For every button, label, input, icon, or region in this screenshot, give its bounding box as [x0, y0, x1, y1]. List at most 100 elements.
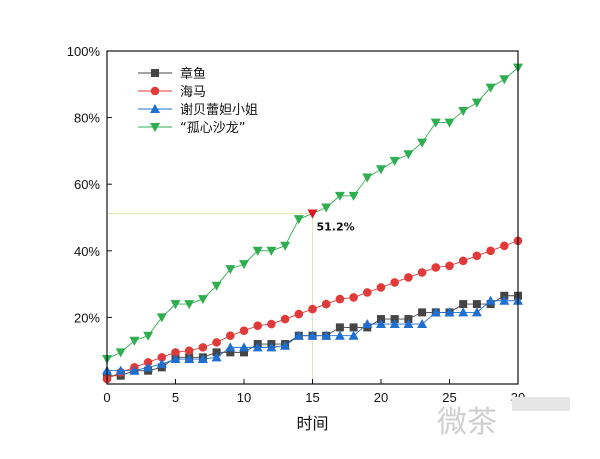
annotation-marker — [307, 209, 318, 219]
y-tick-label: 80% — [74, 111, 100, 126]
series-3-point — [252, 246, 263, 256]
series-3-point — [143, 331, 154, 341]
series-0-point — [335, 323, 344, 332]
series-3-point — [321, 203, 332, 213]
series-2-point — [376, 319, 386, 329]
series-2-point — [362, 319, 373, 329]
series-3-point — [389, 156, 400, 166]
watermark: 微茶 — [437, 397, 570, 440]
series-1-point — [486, 246, 495, 256]
series-1-point — [321, 299, 331, 309]
x-tick-label: 20 — [374, 390, 388, 405]
series-2-point — [197, 354, 208, 364]
annotation-layer: 51.2% — [307, 209, 355, 234]
series-3-point — [348, 191, 359, 201]
y-tick-label: 20% — [74, 310, 100, 325]
annotation-guides — [107, 213, 313, 384]
series-1-point — [212, 338, 221, 347]
series-1-point — [335, 294, 345, 304]
series-1-point — [171, 348, 180, 357]
series-3-point — [376, 165, 386, 175]
legend-marker — [150, 86, 160, 96]
ticks: 05101520253020%40%60%80%100% — [67, 44, 525, 405]
series-0-point — [418, 308, 427, 317]
series-2-point — [307, 330, 318, 340]
series-3-point — [225, 265, 236, 275]
series-3-point — [430, 118, 441, 128]
series-3-point — [417, 138, 428, 148]
series-1-point — [349, 293, 358, 302]
series-0-point — [349, 323, 358, 332]
series-2-point — [115, 365, 126, 375]
annotation-label: 51.2% — [317, 221, 355, 234]
series-1-point — [294, 309, 304, 319]
legend-label: 章鱼 — [180, 66, 206, 82]
y-tick-label: 60% — [74, 177, 100, 192]
x-tick-label: 5 — [172, 390, 179, 405]
series-3-point — [499, 75, 510, 85]
series-1-point — [445, 261, 454, 271]
series-3-point — [115, 348, 126, 358]
x-tick-label: 10 — [237, 390, 251, 405]
series-3-point — [129, 336, 140, 346]
legend-marker — [150, 104, 160, 113]
x-tick-label: 15 — [305, 390, 319, 405]
legend-marker — [150, 123, 160, 132]
series-layer — [102, 63, 523, 384]
series-2-point — [485, 295, 496, 305]
series-3-point — [266, 246, 277, 256]
series-2-point — [211, 352, 222, 362]
series-2-point — [239, 342, 249, 352]
series-1-point — [226, 331, 235, 341]
series-1-point — [363, 288, 372, 297]
series-2-point — [444, 307, 455, 317]
series-0-point — [459, 300, 468, 309]
series-2-point — [129, 365, 140, 375]
series-3-point — [211, 281, 222, 291]
series-2-point — [334, 330, 345, 340]
series-1-point — [417, 268, 427, 277]
series-0-point — [226, 348, 235, 357]
legend-label: 谢贝蕾妲小姐 — [180, 102, 258, 118]
series-1-point — [431, 263, 441, 272]
series-1-point — [500, 241, 509, 251]
x-tick-label: 25 — [442, 390, 456, 405]
series-3-point — [280, 241, 291, 251]
series-2-point — [266, 342, 277, 352]
y-tick-label: 40% — [74, 244, 100, 259]
series-1-point — [267, 319, 276, 329]
series-1-point — [239, 326, 249, 336]
series-3-point — [471, 98, 482, 108]
series-2-point — [430, 307, 441, 317]
series-2-point — [252, 342, 263, 352]
series-2-point — [417, 319, 428, 329]
series-1-point — [472, 251, 482, 261]
legend-marker — [151, 69, 159, 77]
series-3-point — [334, 191, 345, 201]
series-2-point — [170, 354, 181, 364]
series-1-point — [184, 346, 194, 356]
series-0-point — [240, 348, 248, 357]
series-2-point — [225, 342, 236, 352]
series-2-point — [499, 295, 510, 305]
x-tick-label: 0 — [103, 390, 110, 405]
series-2-point — [458, 307, 469, 317]
series-2-point — [280, 340, 291, 350]
series-3-point — [197, 295, 208, 305]
legend-label: 海马 — [180, 85, 206, 100]
y-tick-label: 100% — [67, 44, 101, 59]
watermark-logo-text: 微茶 — [437, 405, 497, 440]
series-2-point — [156, 359, 167, 369]
series-0-point — [472, 300, 481, 309]
series-3-point — [293, 215, 304, 225]
series-3-point — [485, 83, 496, 93]
series-2-point — [403, 319, 414, 329]
series-2-point — [184, 354, 195, 364]
series-1-point — [404, 273, 413, 282]
series-1-point — [280, 314, 290, 324]
watermark-badge — [512, 397, 570, 411]
series-1-point — [458, 256, 468, 266]
series-2-point — [389, 319, 400, 329]
series-2-point — [321, 330, 332, 340]
